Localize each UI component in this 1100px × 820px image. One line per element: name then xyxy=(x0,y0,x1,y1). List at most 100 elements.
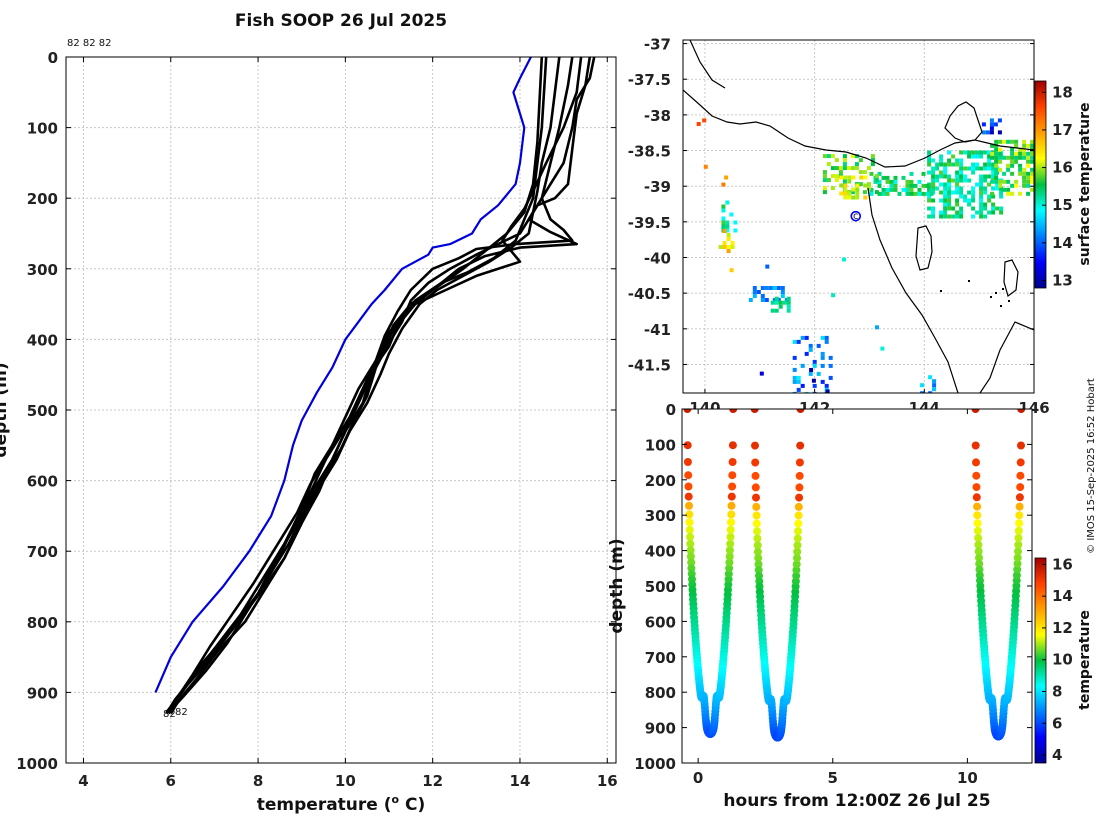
sst-pixel xyxy=(1030,143,1034,148)
sst-pixel xyxy=(993,122,998,127)
sst-pixel xyxy=(971,198,976,203)
sst-pixel xyxy=(994,151,999,156)
sst-pixel xyxy=(998,167,1003,172)
time-y-tick-label: 900 xyxy=(645,720,676,738)
sst-pixel xyxy=(842,166,847,171)
cast-dot xyxy=(686,552,695,561)
sst-pixel xyxy=(759,371,764,376)
sst-pixel xyxy=(869,171,874,176)
cast-dot xyxy=(754,560,763,569)
sst-pixel xyxy=(1018,155,1023,160)
sst-pixel xyxy=(1030,139,1034,144)
sst-pixel xyxy=(804,335,809,340)
sst-pixel xyxy=(943,166,948,171)
sst-pixel xyxy=(1010,147,1015,152)
cast-1 xyxy=(683,409,738,738)
sst-pixel xyxy=(863,183,868,188)
sst-pixel xyxy=(859,175,864,180)
sst-pixel xyxy=(983,150,988,155)
sst-pixel xyxy=(920,391,925,393)
sst-pixel xyxy=(834,174,839,179)
sst-pixel xyxy=(897,191,902,196)
sst-pixel xyxy=(998,155,1003,160)
sst-pixel xyxy=(951,162,956,167)
sst-pixel xyxy=(1030,171,1034,176)
island-dots xyxy=(940,280,1010,307)
sst-pixel xyxy=(847,179,852,184)
sst-pixel xyxy=(822,178,827,183)
sst-pixel xyxy=(1030,159,1034,164)
cast-dot xyxy=(685,525,694,534)
sst-pixel xyxy=(983,178,988,183)
sst-pixel xyxy=(943,194,948,199)
cast-dot xyxy=(793,541,802,550)
sst-pixel xyxy=(931,198,936,203)
sst-pixel xyxy=(991,210,996,215)
sst-pixel xyxy=(979,150,984,155)
sst-pixel xyxy=(943,162,948,167)
sst-pixel xyxy=(842,162,847,167)
map-y-tick-label: -37 xyxy=(644,36,671,54)
sst-pixel xyxy=(979,214,984,219)
cast-dot xyxy=(1013,553,1022,562)
sst-pixel xyxy=(998,183,1003,188)
sst-pixel xyxy=(994,179,999,184)
sst-pixel xyxy=(955,178,960,183)
sst-pixel xyxy=(995,182,1000,187)
sst-pixel xyxy=(1014,159,1019,164)
sst-pixel xyxy=(776,286,781,290)
sst-pixel xyxy=(975,150,980,155)
sst-pixel xyxy=(839,183,844,188)
sst-pixel xyxy=(931,214,936,219)
sst-pixel xyxy=(983,186,988,191)
sst-pixel xyxy=(839,175,844,180)
time-x-tick-label: 10 xyxy=(957,769,978,787)
sst-pixel xyxy=(990,151,995,156)
sst-pixel xyxy=(838,170,843,175)
sst-pixel xyxy=(870,158,875,163)
sst-pixel xyxy=(983,202,988,207)
sst-pixel xyxy=(843,175,848,180)
map-y-tick-label: -37.5 xyxy=(628,71,671,89)
sst-pixel xyxy=(889,187,894,192)
sst-pixel xyxy=(943,170,948,175)
sst-pixel xyxy=(943,182,948,187)
sst-pixel xyxy=(792,379,797,384)
sst-pixel xyxy=(987,150,992,155)
sst-pixel xyxy=(939,190,944,195)
cast-dot xyxy=(683,409,692,413)
sst-pixel xyxy=(885,187,890,192)
cast-dot xyxy=(795,483,804,492)
sst-pixel xyxy=(752,294,757,298)
cast-dot xyxy=(727,510,736,519)
sst-pixel xyxy=(778,300,783,305)
sst-pixel xyxy=(971,206,976,211)
cast-dot xyxy=(725,552,734,561)
time-y-tick-label: 100 xyxy=(645,436,676,454)
sst-pixel xyxy=(828,355,833,360)
coastline-victoria-west xyxy=(689,40,726,89)
sst-pixel xyxy=(959,162,964,167)
cast-dot xyxy=(1015,519,1024,528)
cast-dot xyxy=(1017,441,1025,450)
sst-pixel xyxy=(979,194,984,199)
sst-pixel xyxy=(881,187,886,192)
sst-colorbar-label: surface temperature xyxy=(1077,102,1093,265)
king-island xyxy=(915,225,933,271)
cast-dot xyxy=(795,458,804,467)
sst-pixel xyxy=(981,122,986,127)
sst-pixel xyxy=(1018,151,1023,156)
sst-pixel xyxy=(947,186,952,191)
series-profile-7 xyxy=(167,57,583,715)
sst-pixel xyxy=(1030,187,1034,192)
sst-pixel xyxy=(979,198,984,203)
sst-pixel xyxy=(947,158,952,163)
sst-pixel xyxy=(858,182,863,187)
sst-pixel xyxy=(971,186,976,191)
sst-pixel xyxy=(1002,179,1007,184)
temp-colorbar: 4 6 8 10 12 14 16 temperature xyxy=(1034,555,1093,764)
sst-pixel xyxy=(999,206,1004,211)
sst-pixel xyxy=(963,194,968,199)
sst-pixel xyxy=(928,375,933,380)
sst-pixel xyxy=(792,391,797,393)
